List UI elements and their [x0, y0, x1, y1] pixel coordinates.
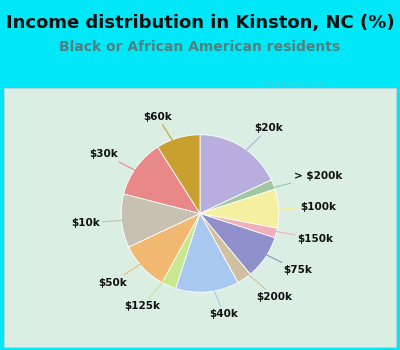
- Text: City-Data.com: City-Data.com: [264, 79, 328, 89]
- Text: $125k: $125k: [124, 268, 176, 311]
- Text: Black or African American residents: Black or African American residents: [60, 40, 340, 54]
- Text: > $200k: > $200k: [256, 172, 342, 192]
- Text: $50k: $50k: [98, 254, 156, 287]
- Wedge shape: [200, 189, 279, 228]
- Text: $150k: $150k: [258, 228, 334, 244]
- Wedge shape: [200, 214, 275, 274]
- Wedge shape: [162, 214, 200, 288]
- Text: $75k: $75k: [249, 247, 312, 275]
- Wedge shape: [158, 135, 200, 214]
- Bar: [4, 88, 396, 346]
- Wedge shape: [200, 214, 277, 238]
- Text: $60k: $60k: [143, 112, 183, 157]
- Text: Income distribution in Kinston, NC (%): Income distribution in Kinston, NC (%): [6, 14, 394, 32]
- Text: $30k: $30k: [90, 149, 152, 179]
- Text: $20k: $20k: [232, 124, 283, 164]
- Wedge shape: [176, 214, 238, 292]
- Text: $100k: $100k: [259, 202, 337, 212]
- Text: $10k: $10k: [71, 218, 141, 228]
- Wedge shape: [129, 214, 200, 282]
- Text: $200k: $200k: [234, 262, 293, 302]
- Wedge shape: [200, 180, 275, 214]
- Wedge shape: [200, 135, 271, 214]
- Wedge shape: [124, 147, 200, 214]
- Wedge shape: [200, 214, 250, 282]
- Text: $40k: $40k: [206, 273, 238, 319]
- Wedge shape: [121, 194, 200, 247]
